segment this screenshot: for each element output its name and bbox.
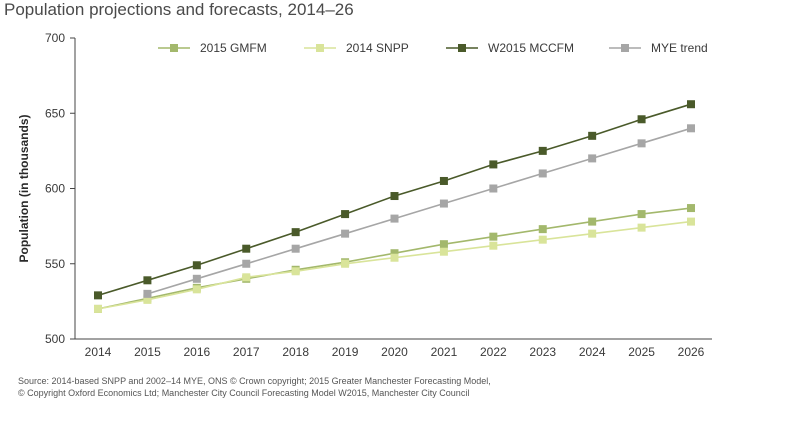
data-point-mye-trend-2020 — [390, 214, 399, 223]
data-point-w2015-mccfm-2022 — [489, 160, 498, 169]
y-tick-label-600: 600 — [45, 182, 65, 196]
legend-marker-2014-snpp — [316, 44, 324, 52]
data-point-mye-trend-2015 — [143, 289, 152, 298]
data-point-w2015-mccfm-2026 — [687, 100, 695, 109]
x-tick-label-2014: 2014 — [85, 345, 112, 359]
data-point-w2015-mccfm-2014 — [94, 291, 102, 300]
data-point-mye-trend-2026 — [687, 124, 695, 133]
data-point-2015-gmfm-2020 — [390, 249, 399, 258]
source-note: Source: 2014-based SNPP and 2002–14 MYE,… — [18, 375, 618, 399]
x-tick-label-2022: 2022 — [480, 345, 507, 359]
x-tick-label-2021: 2021 — [431, 345, 458, 359]
data-point-mye-trend-2019 — [341, 229, 350, 238]
y-axis-label: Population (in thousands) — [17, 115, 31, 263]
legend-marker-2015-gmfm — [170, 44, 178, 52]
data-point-2014-snpp-2021 — [439, 247, 448, 256]
data-point-w2015-mccfm-2025 — [637, 115, 646, 124]
x-tick-label-2023: 2023 — [529, 345, 556, 359]
legend-label-mye-trend: MYE trend — [651, 41, 708, 55]
data-point-2014-snpp-2026 — [687, 217, 695, 226]
y-tick-label-700: 700 — [45, 31, 65, 45]
data-point-2014-snpp-2020 — [390, 253, 399, 262]
data-point-2014-snpp-2025 — [637, 223, 646, 232]
data-point-2014-snpp-2018 — [291, 267, 300, 276]
data-point-w2015-mccfm-2023 — [538, 146, 547, 155]
legend-label-2014-snpp: 2014 SNPP — [346, 41, 409, 55]
data-point-w2015-mccfm-2018 — [291, 228, 300, 237]
chart-title: Population projections and forecasts, 20… — [4, 0, 354, 19]
legend-marker-mye-trend — [621, 44, 629, 52]
data-point-2015-gmfm-2024 — [588, 217, 597, 226]
data-point-w2015-mccfm-2017 — [242, 244, 251, 253]
data-point-2014-snpp-2014 — [94, 304, 102, 313]
source-line-1: Source: 2014-based SNPP and 2002–14 MYE,… — [18, 376, 491, 386]
x-tick-label-2016: 2016 — [183, 345, 210, 359]
data-point-w2015-mccfm-2024 — [588, 131, 597, 140]
data-point-2014-snpp-2017 — [242, 273, 251, 282]
x-tick-label-2018: 2018 — [282, 345, 309, 359]
x-tick-label-2017: 2017 — [233, 345, 260, 359]
data-point-2014-snpp-2023 — [538, 235, 547, 244]
data-point-w2015-mccfm-2016 — [192, 261, 201, 270]
y-tick-label-650: 650 — [45, 106, 65, 120]
data-point-2015-gmfm-2025 — [637, 210, 646, 219]
data-point-2014-snpp-2016 — [192, 285, 201, 294]
x-tick-label-2015: 2015 — [134, 345, 161, 359]
series-line-mye-trend — [147, 127, 692, 295]
x-tick-label-2024: 2024 — [579, 345, 606, 359]
series-line-2014-snpp — [97, 220, 692, 310]
x-tick-label-2025: 2025 — [628, 345, 655, 359]
data-point-mye-trend-2021 — [439, 199, 448, 208]
y-tick-label-500: 500 — [45, 332, 65, 346]
data-point-2014-snpp-2024 — [588, 229, 597, 238]
data-point-w2015-mccfm-2015 — [143, 276, 152, 285]
data-point-2014-snpp-2019 — [341, 259, 350, 268]
data-point-2015-gmfm-2022 — [489, 232, 498, 241]
y-tick-label-550: 550 — [45, 257, 65, 271]
data-point-mye-trend-2022 — [489, 184, 498, 193]
legend-label-2015-gmfm: 2015 GMFM — [200, 41, 267, 55]
x-tick-label-2026: 2026 — [678, 345, 705, 359]
data-point-w2015-mccfm-2019 — [341, 210, 350, 219]
data-point-2015-gmfm-2021 — [439, 240, 448, 249]
data-point-mye-trend-2024 — [588, 154, 597, 163]
data-point-mye-trend-2016 — [192, 274, 201, 283]
data-point-mye-trend-2018 — [291, 244, 300, 253]
source-line-2: © Copyright Oxford Economics Ltd; Manche… — [18, 388, 470, 398]
data-point-2015-gmfm-2023 — [538, 225, 547, 234]
x-tick-label-2020: 2020 — [381, 345, 408, 359]
data-point-mye-trend-2023 — [538, 169, 547, 178]
line-chart: 500 550 600 650 700 2014 2015 2016 2017 2018 2019 2… — [17, 31, 712, 359]
data-point-2014-snpp-2015 — [143, 295, 152, 304]
legend-label-w2015-mccfm: W2015 MCCFM — [488, 41, 574, 55]
legend-marker-w2015-mccfm — [458, 44, 466, 52]
data-point-mye-trend-2025 — [637, 139, 646, 148]
data-point-2014-snpp-2022 — [489, 241, 498, 250]
data-point-2015-gmfm-2026 — [687, 204, 695, 213]
data-point-w2015-mccfm-2021 — [439, 176, 448, 185]
data-point-w2015-mccfm-2020 — [390, 192, 399, 201]
x-tick-label-2019: 2019 — [332, 345, 359, 359]
data-point-mye-trend-2017 — [242, 259, 251, 268]
